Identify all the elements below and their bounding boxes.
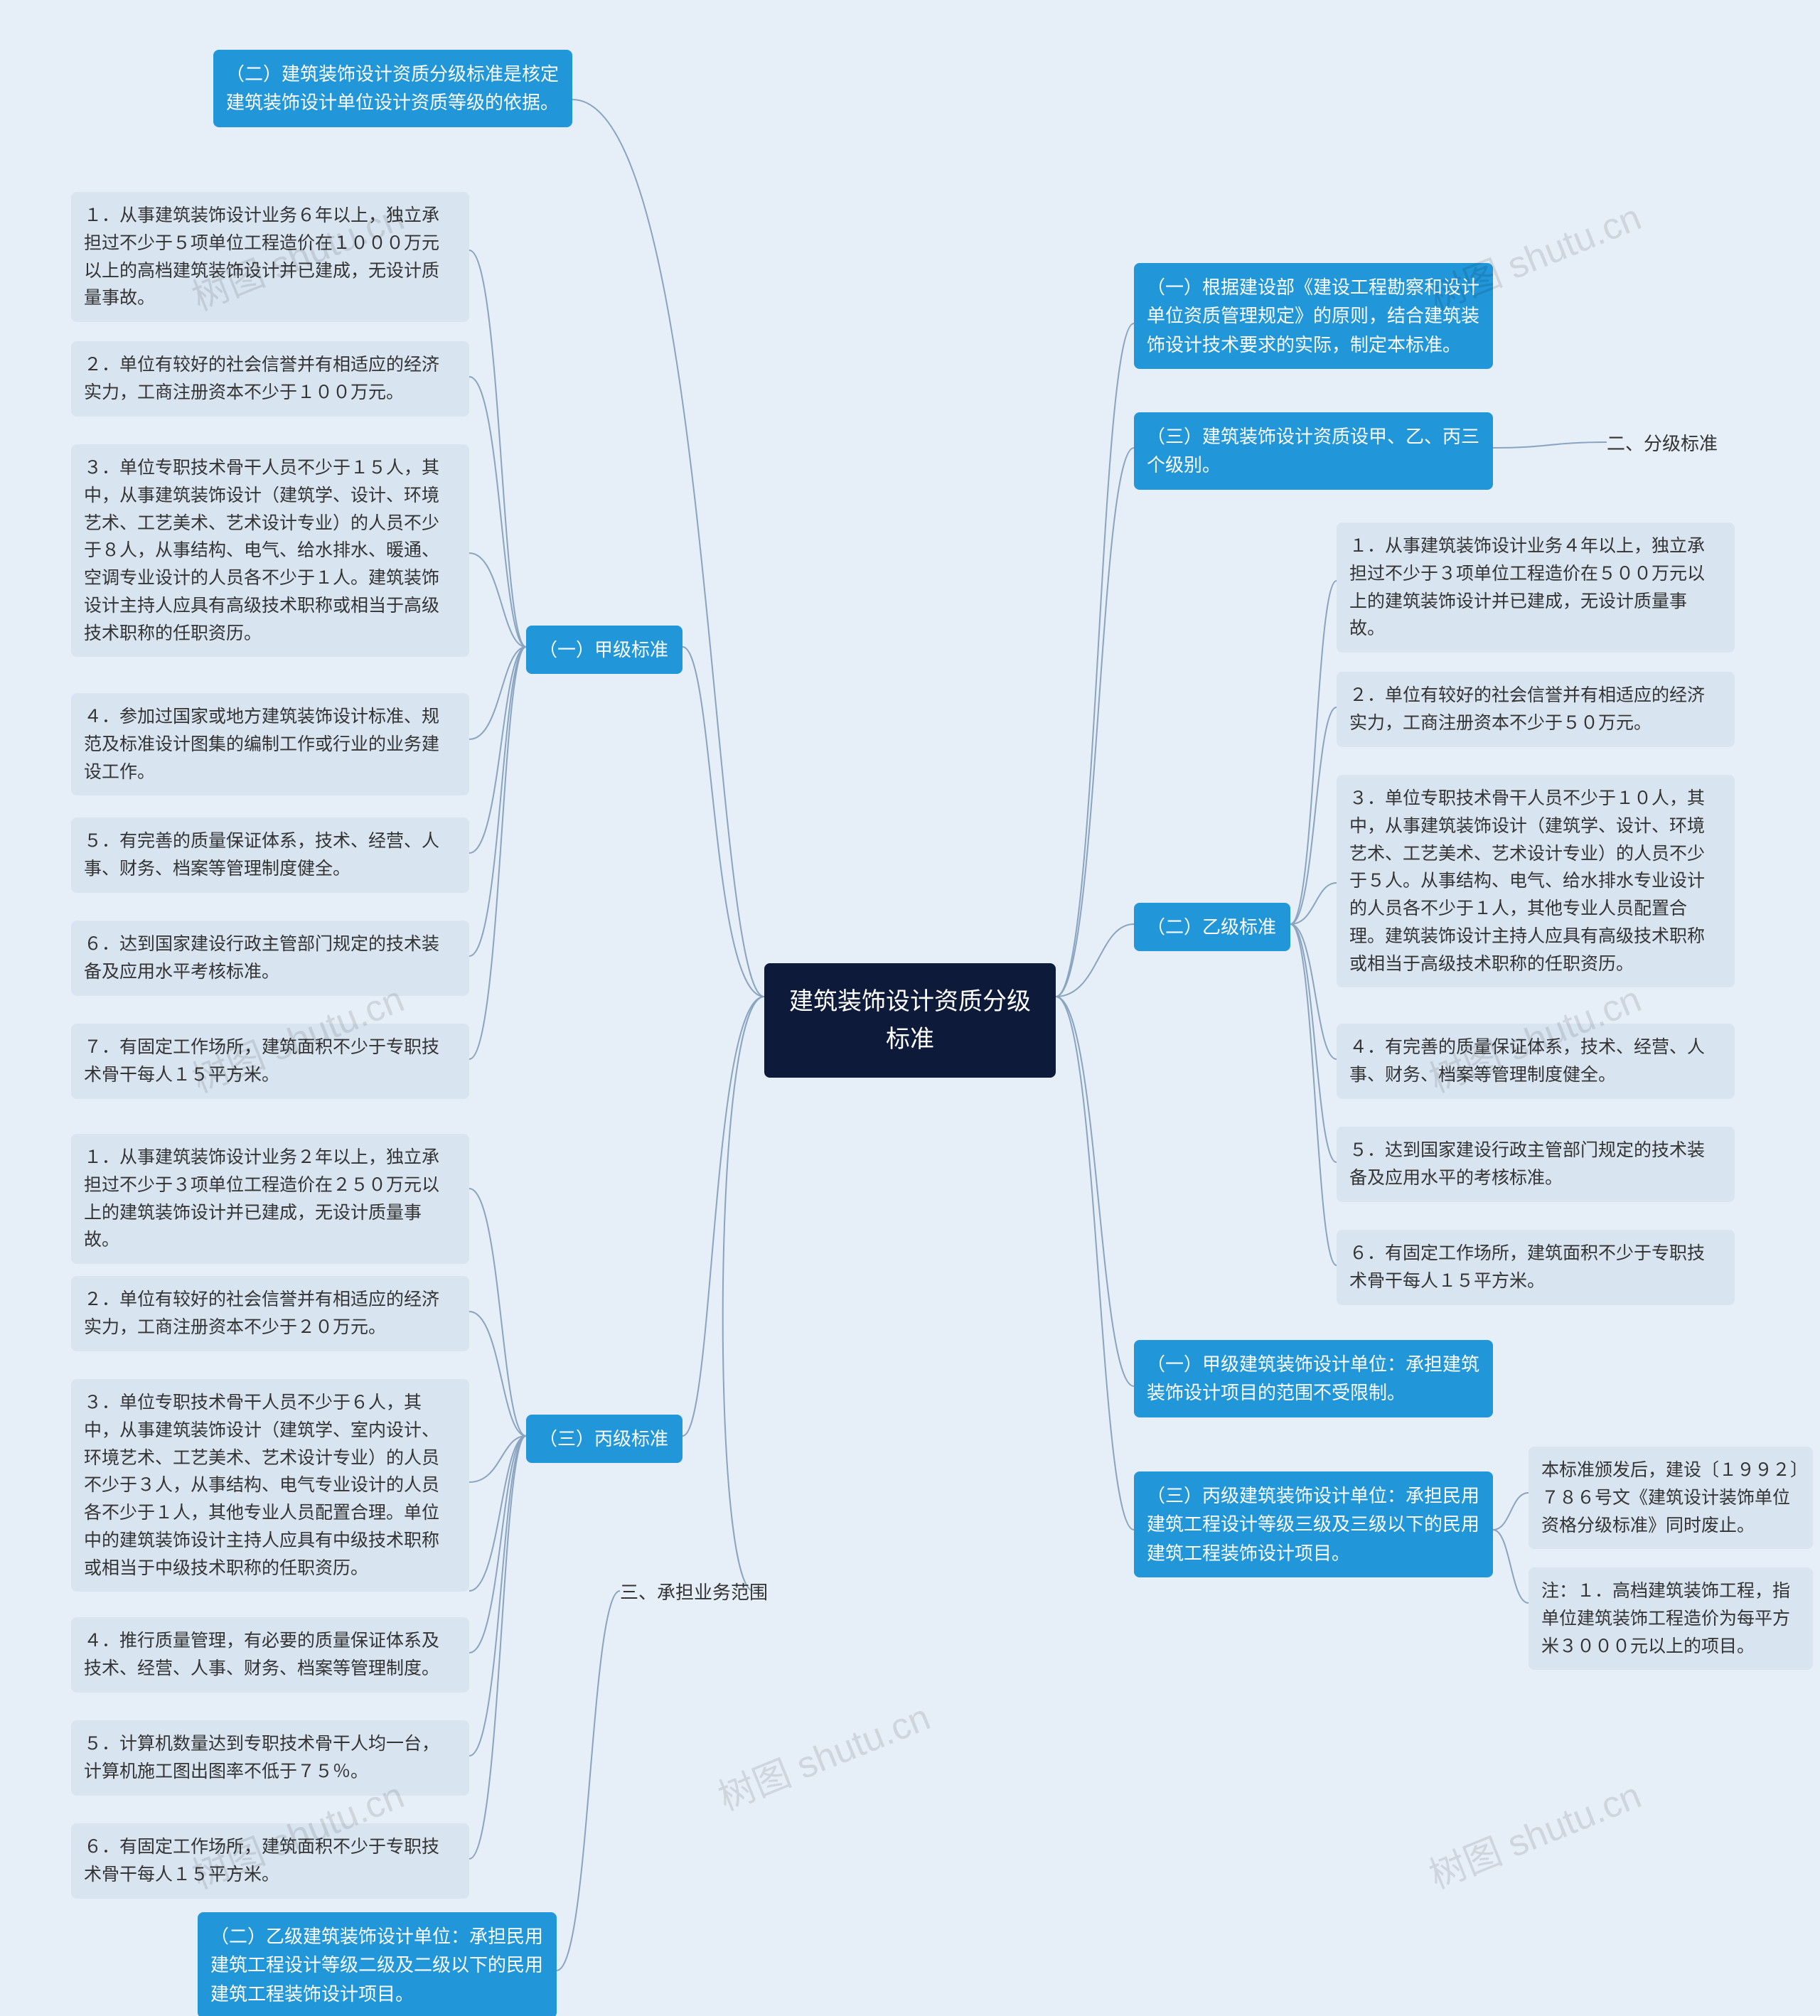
jia-leaf-4[interactable]: ４．参加过国家或地方建筑装饰设计标准、规范及标准设计图集的编制工作或行业的业务建… — [71, 693, 469, 795]
node-yi-standard[interactable]: （二）乙级标准 — [1134, 903, 1290, 951]
jia-leaf-2[interactable]: ２．单位有较好的社会信誉并有相适应的经济实力，工商注册资本不少于１００万元。 — [71, 341, 469, 417]
bing-unit-leaf-1[interactable]: 本标准颁发后，建设〔１９９２〕７８６号文《建筑设计装饰单位资格分级标准》同时废止… — [1529, 1447, 1813, 1549]
jia-leaf-6[interactable]: ６．达到国家建设行政主管部门规定的技术装备及应用水平考核标准。 — [71, 921, 469, 996]
yi-leaf-5[interactable]: ５．达到国家建设行政主管部门规定的技术装备及应用水平的考核标准。 — [1337, 1127, 1735, 1202]
node-jia-unit[interactable]: （一）甲级建筑装饰设计单位：承担建筑装饰设计项目的范围不受限制。 — [1134, 1340, 1493, 1417]
node-principle[interactable]: （一）根据建设部《建设工程勘察和设计单位资质管理规定》的原则，结合建筑装饰设计技… — [1134, 263, 1493, 369]
yi-leaf-1[interactable]: １．从事建筑装饰设计业务４年以上，独立承担过不少于３项单位工程造价在５００万元以… — [1337, 522, 1735, 653]
bing-leaf-3[interactable]: ３．单位专职技术骨干人员不少于６人，其中，从事建筑装饰设计（建筑学、室内设计、环… — [71, 1379, 469, 1592]
bing-leaf-4[interactable]: ４．推行质量管理，有必要的质量保证体系及技术、经营、人事、财务、档案等管理制度。 — [71, 1617, 469, 1693]
bing-leaf-1[interactable]: １．从事建筑装饰设计业务２年以上，独立承担过不少于３项单位工程造价在２５０万元以… — [71, 1134, 469, 1264]
yi-leaf-3[interactable]: ３．单位专职技术骨干人员不少于１０人，其中，从事建筑装饰设计（建筑学、设计、环境… — [1337, 775, 1735, 987]
bing-unit-leaf-2[interactable]: 注：１．高档建筑装饰工程，指单位建筑装饰工程造价为每平方米３０００元以上的项目。 — [1529, 1567, 1813, 1670]
yi-leaf-6[interactable]: ６．有固定工作场所，建筑面积不少于专职技术骨干每人１５平方米。 — [1337, 1230, 1735, 1305]
text-grade-standard: 二、分级标准 — [1607, 429, 1718, 456]
watermark: 树图 shutu.cn — [1420, 1766, 1647, 1899]
node-bing-unit[interactable]: （三）丙级建筑装饰设计单位：承担民用建筑工程设计等级三级及三级以下的民用建筑工程… — [1134, 1471, 1493, 1577]
jia-leaf-7[interactable]: ７．有固定工作场所，建筑面积不少于专职技术骨干每人１５平方米。 — [71, 1024, 469, 1099]
bing-leaf-6[interactable]: ６．有固定工作场所，建筑面积不少于专职技术骨干每人１５平方米。 — [71, 1823, 469, 1899]
node-yi-unit[interactable]: （二）乙级建筑装饰设计单位：承担民用建筑工程设计等级二级及二级以下的民用建筑工程… — [198, 1912, 557, 2016]
yi-leaf-4[interactable]: ４．有完善的质量保证体系，技术、经营、人事、财务、档案等管理制度健全。 — [1337, 1024, 1735, 1099]
bing-leaf-2[interactable]: ２．单位有较好的社会信誉并有相适应的经济实力，工商注册资本不少于２０万元。 — [71, 1276, 469, 1351]
node-basis[interactable]: （二）建筑装饰设计资质分级标准是核定建筑装饰设计单位设计资质等级的依据。 — [213, 50, 572, 127]
jia-leaf-5[interactable]: ５．有完善的质量保证体系，技术、经营、人事、财务、档案等管理制度健全。 — [71, 817, 469, 893]
jia-leaf-1[interactable]: １．从事建筑装饰设计业务６年以上，独立承担过不少于５项单位工程造价在１０００万元… — [71, 192, 469, 322]
yi-leaf-2[interactable]: ２．单位有较好的社会信誉并有相适应的经济实力，工商注册资本不少于５０万元。 — [1337, 672, 1735, 747]
watermark: 树图 shutu.cn — [709, 1688, 936, 1821]
bing-leaf-5[interactable]: ５．计算机数量达到专职技术骨干人均一台，计算机施工图出图率不低于７５％。 — [71, 1720, 469, 1796]
jia-leaf-3[interactable]: ３．单位专职技术骨干人员不少于１５人，其中，从事建筑装饰设计（建筑学、设计、环境… — [71, 444, 469, 657]
node-three-grades[interactable]: （三）建筑装饰设计资质设甲、乙、丙三个级别。 — [1134, 412, 1493, 490]
mindmap-canvas: 建筑装饰设计资质分级标准 （二）建筑装饰设计资质分级标准是核定建筑装饰设计单位设… — [0, 0, 1820, 2016]
node-bing-standard[interactable]: （三）丙级标准 — [526, 1415, 682, 1463]
node-jia-standard[interactable]: （一）甲级标准 — [526, 626, 682, 674]
root-node[interactable]: 建筑装饰设计资质分级标准 — [764, 963, 1056, 1078]
text-scope: 三、承担业务范围 — [620, 1578, 768, 1604]
